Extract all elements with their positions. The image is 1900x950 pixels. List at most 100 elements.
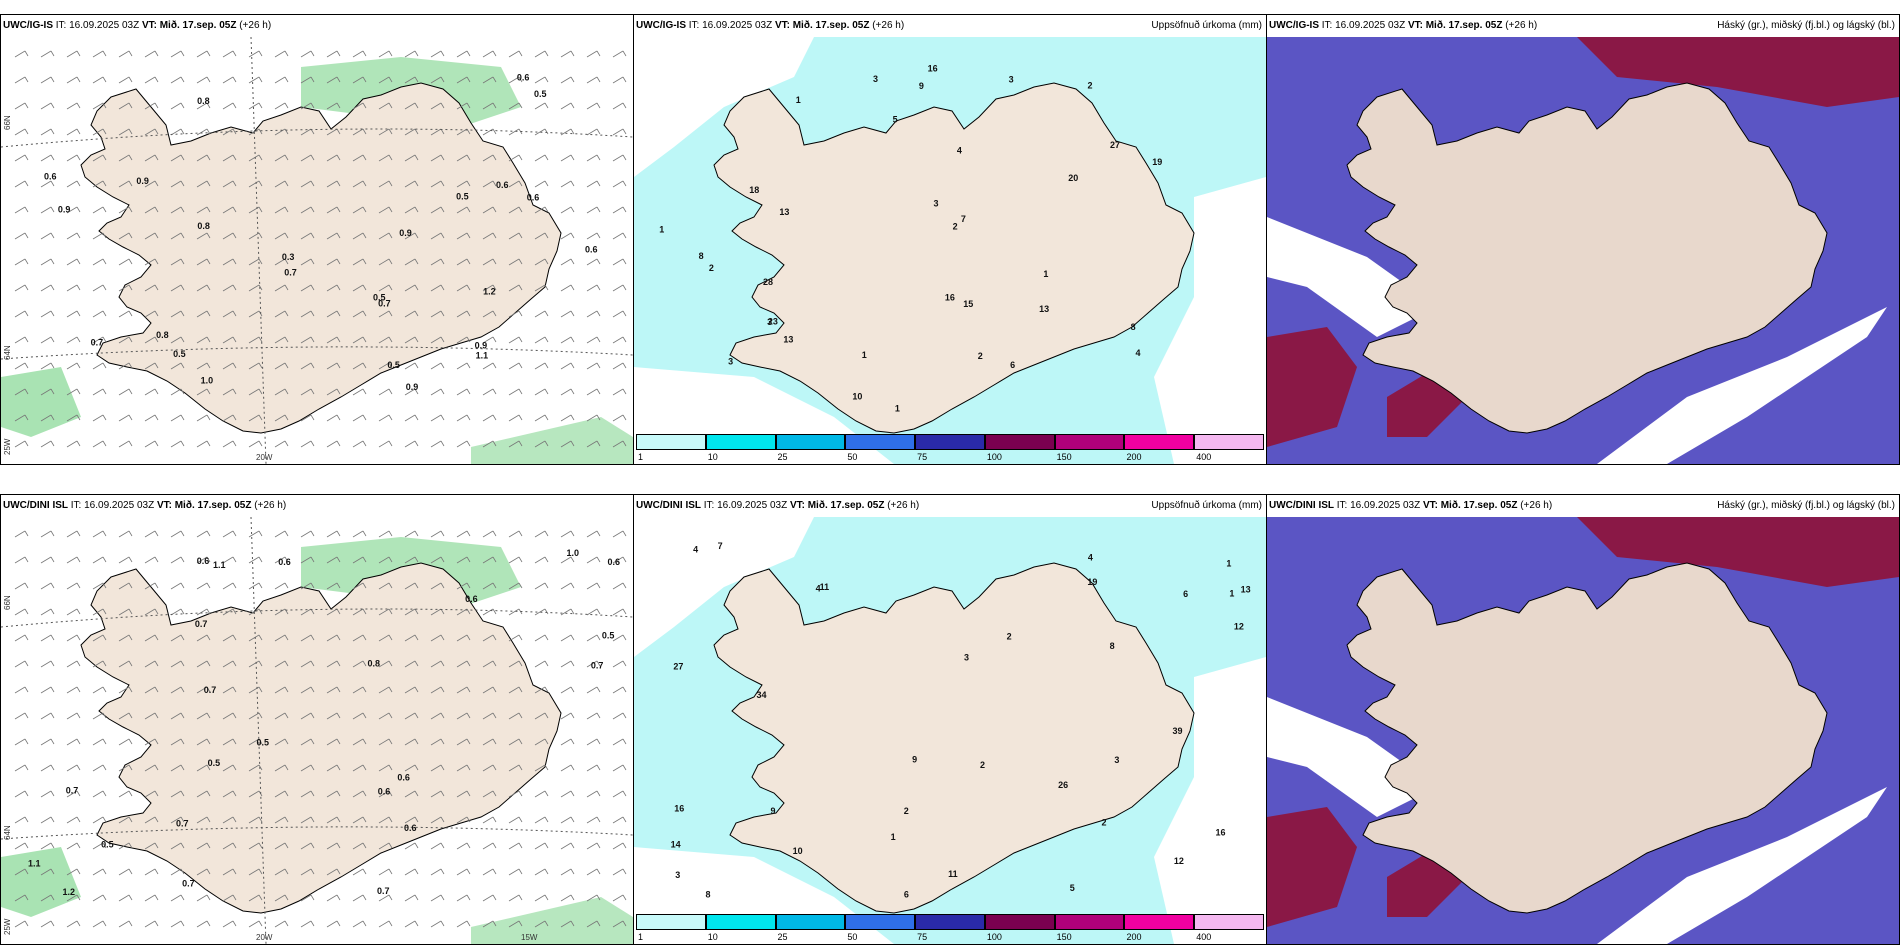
wind-barb [378, 362, 393, 370]
wind-barb [274, 894, 289, 902]
wind-barb [40, 128, 55, 136]
wind-barb [118, 102, 133, 110]
wind-barb [222, 816, 237, 824]
run-info: UWC/DINI ISL IT: 16.09.2025 03Z VT: Mið.… [3, 500, 287, 511]
high-cloud-area [1577, 517, 1899, 587]
wind-barb [352, 530, 367, 538]
wind-barb [586, 206, 601, 214]
wind-barb [482, 180, 497, 188]
wind-barb [222, 712, 237, 720]
lat-label: 25W [3, 438, 12, 455]
wind-barb [300, 920, 315, 928]
wind-barb [560, 50, 575, 58]
colorbar-swatch [1054, 434, 1125, 450]
iceland-land [713, 562, 1195, 914]
value-label: 0.6 [378, 787, 391, 797]
wind-barb [248, 660, 263, 668]
wind-barb [40, 894, 55, 902]
wind-barb [170, 920, 185, 928]
wind-barb [508, 388, 523, 396]
wind-barb [118, 790, 133, 798]
value-label: 1 [1043, 269, 1048, 279]
wind-barb [326, 76, 341, 84]
value-label: 10 [793, 846, 803, 856]
wind-barb [586, 920, 601, 928]
wind-barb [586, 414, 601, 422]
panel-header: UWC/DINI ISL IT: 16.09.2025 03Z VT: Mið.… [1267, 495, 1899, 517]
wind-barb [222, 582, 237, 590]
wind-barb [482, 284, 497, 292]
dry-area [634, 37, 814, 177]
wind-barb [456, 608, 471, 616]
wind-barb [170, 440, 185, 448]
wind-barb [430, 284, 445, 292]
lat-label: 64N [3, 345, 12, 360]
wind-barb [404, 634, 419, 642]
wind-barb [118, 868, 133, 876]
colorbar-swatch [636, 434, 706, 450]
wind-barb [300, 868, 315, 876]
wind-barb [404, 154, 419, 162]
wind-barb [508, 102, 523, 110]
wind-barb [14, 258, 29, 266]
wind-barb [66, 556, 81, 564]
wind-barb [508, 336, 523, 344]
value-label: 6 [1183, 589, 1188, 599]
wind-barb [40, 76, 55, 84]
wind-barb [456, 738, 471, 746]
panel-br: UWC/DINI ISL IT: 16.09.2025 03Z VT: Mið.… [1266, 494, 1900, 945]
field-title: Háský (gr.), miðský (fj.bl.) og lágský (… [1717, 20, 1895, 31]
wind-barb [612, 76, 627, 84]
wind-barb [378, 894, 393, 902]
wind-barb [196, 842, 211, 850]
wind-barb [14, 790, 29, 798]
run-info: UWC/IG-IS IT: 16.09.2025 03Z VT: Mið. 17… [3, 20, 272, 31]
precip-map: 2 3 4 11 26 13 12 39 27 14 16 19 11 10 2 1 4 9 6 3 7 12 5 8 1 34 2… [634, 517, 1266, 944]
wind-barb [352, 764, 367, 772]
wind-barb [404, 920, 419, 928]
wind-barb [196, 336, 211, 344]
wind-barb [352, 180, 367, 188]
colorbar-swatch [705, 434, 776, 450]
colorbar-tick: 100 [986, 452, 1002, 462]
colorbar-swatch [845, 434, 916, 450]
value-label: 26 [1058, 780, 1068, 790]
colorbar-tick: 50 [847, 932, 858, 942]
panel-header: UWC/IG-IS IT: 16.09.2025 03Z VT: Mið. 17… [634, 15, 1266, 37]
valid-time: VT: Mið. 17.sep. 05Z [156, 500, 252, 511]
value-label: 0.6 [517, 73, 530, 83]
wind-barb [66, 868, 81, 876]
value-label: 20 [1068, 173, 1078, 183]
wind-barb [144, 530, 159, 538]
valid-time: VT: Mið. 17.sep. 05Z [789, 500, 885, 511]
wind-barb [92, 764, 107, 772]
wind-barb [586, 816, 601, 824]
colorbar-tick: 10 [707, 452, 718, 462]
wind-barb [248, 258, 263, 266]
wind-barb [586, 180, 601, 188]
wind-barb [326, 582, 341, 590]
wind-barb [40, 310, 55, 318]
colorbar-tick: 10 [707, 932, 718, 942]
wind-barb [612, 440, 627, 448]
wind-barb [430, 76, 445, 84]
wind-barb [482, 388, 497, 396]
wind-barb [196, 362, 211, 370]
wind-barb [430, 712, 445, 720]
wind-barb [586, 686, 601, 694]
wind-barb [560, 686, 575, 694]
wind-barb [326, 608, 341, 616]
wind-barb [456, 556, 471, 564]
wind-barb [430, 920, 445, 928]
wind-barb [560, 128, 575, 136]
wind-barb [482, 102, 497, 110]
wind-barb [534, 258, 549, 266]
wind-barb [534, 816, 549, 824]
colorbar-tick: 1 [638, 932, 644, 942]
wind-barb [40, 816, 55, 824]
wind-barb [404, 842, 419, 850]
wind-barb [352, 284, 367, 292]
colorbar-tick: 1 [638, 452, 644, 462]
wind-barb [144, 686, 159, 694]
wind-barb [92, 50, 107, 58]
